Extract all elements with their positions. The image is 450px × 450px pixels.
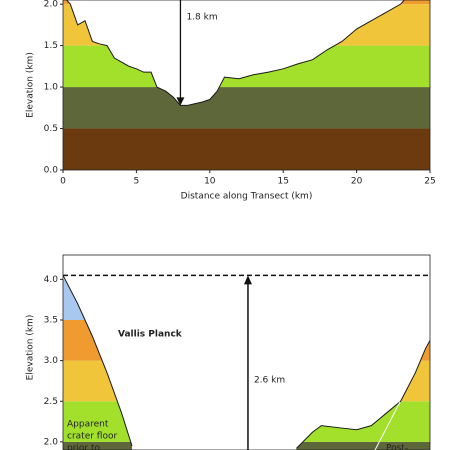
arrow-label: 1.8 km [186, 13, 217, 23]
y-tick-label: 0.0 [44, 166, 59, 176]
y-tick-label: 3.5 [44, 316, 58, 326]
x-tick-label: 10 [204, 177, 216, 187]
x-tick-label: 0 [60, 177, 66, 187]
side-note: Post- [386, 444, 408, 450]
plot-frame [62, 254, 431, 450]
y-tick-label: 1.5 [44, 41, 58, 51]
x-axis-label: Distance along Transect (km) [181, 192, 313, 202]
sky-mask [63, 255, 430, 450]
y-tick-label: 2.5 [44, 397, 58, 407]
y-axis-label: Elevation (km) [26, 315, 36, 381]
y-tick-label: 2.0 [44, 437, 59, 447]
floor-note: Apparent [67, 420, 109, 430]
post-pointer [374, 401, 401, 450]
y-tick-label: 2.0 [44, 0, 59, 10]
chart-title: Vallis Planck [118, 330, 183, 340]
floor-note: crater floor [67, 432, 117, 442]
plot-frame [62, 0, 431, 171]
arrow-head [243, 275, 252, 285]
elevation-band [63, 87, 430, 129]
arrow-label: 2.6 km [254, 376, 285, 386]
y-axis-label: Elevation (km) [26, 52, 36, 118]
y-tick-label: 3.0 [44, 356, 59, 366]
x-tick-label: 25 [424, 177, 435, 187]
arrow-head [176, 97, 185, 106]
y-tick-label: 4.0 [44, 275, 59, 285]
sky-mask [66, 0, 405, 106]
y-tick-label: 1.0 [44, 83, 59, 93]
profile-line [63, 275, 430, 449]
plot-area [63, 0, 430, 170]
profile-line [66, 0, 405, 106]
plot-area [63, 255, 430, 450]
y-tick-label: 0.5 [44, 124, 58, 134]
x-tick-label: 15 [277, 177, 288, 187]
floor-note: prior to [67, 444, 101, 450]
elevation-band [63, 128, 430, 170]
x-tick-label: 5 [134, 177, 140, 187]
x-tick-label: 20 [351, 177, 363, 187]
